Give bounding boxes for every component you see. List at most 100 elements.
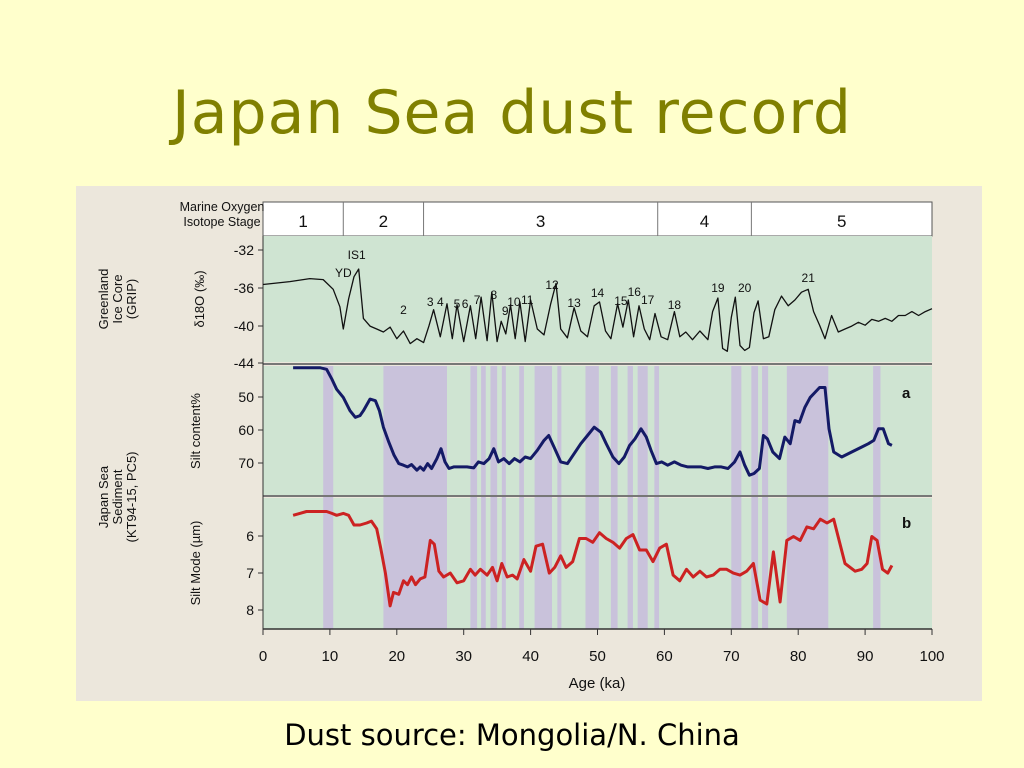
y-ticks-panel-a: 50 60 70 [238,389,263,471]
annotation-11: 11 [521,293,534,307]
x-tick-label: 90 [857,648,874,665]
annotation-2: 2 [400,303,407,317]
stage-labels: 1 2 3 4 5 [298,212,846,231]
shading-band-15 [751,366,759,629]
x-tick-label: 30 [455,648,472,665]
x-tick-label: 20 [388,648,405,665]
shading-band-12 [637,366,648,629]
greenland-group-label: Greenland Ice Core (GRIP) [96,269,139,330]
shading-band-14 [731,366,742,629]
stage-header-box [262,201,933,237]
panel-label-b: b [902,515,911,532]
shading-band-3 [481,366,486,629]
annotation-12: 12 [545,278,559,292]
shading-band-13 [654,366,660,629]
japan-label-line3: (KT94-15, PC5) [124,451,139,542]
annotation-5: 5 [454,297,461,311]
shading-band-16 [762,366,769,629]
x-tick-label: 70 [723,648,740,665]
stage-header-label-line1: Marine Oxygen [180,200,265,214]
y-tick-label: 50 [238,389,254,405]
annotation-18: 18 [668,298,682,312]
annotation-10: 10 [507,295,521,309]
annotation-21: 21 [802,271,816,285]
shading-band-6 [519,366,524,629]
annotation-9: 9 [502,304,509,318]
y-tick-label: -32 [234,242,254,258]
y-axis-label-panel-a: Silt content% [188,393,203,469]
x-tick-label: 80 [790,648,807,665]
stage-label-4: 4 [700,212,709,231]
shading-band-2 [470,366,478,629]
y-ticks-panel-b: 6 7 8 [246,528,263,618]
shading-band-1 [383,366,447,629]
shading-band-17 [786,366,829,629]
y-tick-label: -40 [234,318,254,334]
y-tick-label: -36 [234,280,254,296]
series-line-greenland [262,268,933,352]
annotation-YD: YD [335,266,352,280]
annotation-4: 4 [437,295,444,309]
y-tick-label: 70 [238,455,254,471]
shading-band-11 [627,366,633,629]
stage-label-1: 1 [298,212,307,231]
stage-header-label-line2: Isotope Stage [183,215,260,229]
greenland-label-line1: Greenland [96,269,111,330]
annotation-7: 7 [474,293,481,307]
greenland-label-line3: (GRIP) [124,279,139,319]
stage-label-5: 5 [837,212,846,231]
panel-label-a: a [902,385,911,402]
x-ticks: 0 10 20 30 40 50 60 70 80 90 100 [259,629,945,665]
annotation-13: 13 [567,296,581,310]
shading-band-10 [610,366,618,629]
annotation-IS1: IS1 [348,248,366,262]
x-axis-label: Age (ka) [569,675,626,692]
stage-label-3: 3 [536,212,545,231]
japan-group-label: Japan Sea Sediment (KT94-15, PC5) [96,451,139,542]
annotation-15: 15 [614,294,628,308]
annotation-3: 3 [427,295,434,309]
y-ticks-greenland: -32 -36 -40 -44 [234,242,263,371]
series-line-panel-a [293,366,893,477]
series-line-panel-b [292,510,894,608]
greenland-label-line2: Ice Core [110,274,125,323]
annotation-19: 19 [711,281,725,295]
japan-label-line2: Sediment [110,469,125,524]
y-axis-label-panel-b: Silt Mode (µm) [188,521,203,606]
japan-label-line1: Japan Sea [96,465,111,528]
panel-greenland-background [263,236,932,362]
shading-band-7 [534,366,553,629]
slide-title: Japan Sea dust record [172,78,852,148]
x-tick-label: 50 [589,648,606,665]
shading-band-5 [501,366,506,629]
y-tick-label: -44 [234,355,254,371]
interstadial-shading [323,366,881,629]
y-tick-label: 60 [238,422,254,438]
x-tick-label: 60 [656,648,673,665]
annotation-17: 17 [641,293,655,307]
slide-caption: Dust source: Mongolia/N. China [284,718,740,752]
annotation-6: 6 [462,297,469,311]
y-axis-label-greenland: δ18O (‰) [192,270,207,327]
annotation-8: 8 [490,288,497,302]
x-tick-label: 10 [322,648,339,665]
shading-band-9 [585,366,599,629]
shading-band-4 [490,366,498,629]
stage-label-2: 2 [379,212,388,231]
y-tick-label: 7 [246,565,254,581]
annotation-16: 16 [628,285,642,299]
y-tick-label: 8 [246,602,254,618]
x-tick-label: 0 [259,648,267,665]
shading-band-0 [323,366,334,629]
shading-band-18 [873,366,881,629]
x-tick-label: 40 [522,648,539,665]
annotation-20: 20 [738,281,752,295]
annotation-14: 14 [591,286,605,300]
x-tick-label: 100 [919,648,944,665]
y-tick-label: 6 [246,528,254,544]
stage-dividers [342,202,752,236]
shading-band-8 [557,366,562,629]
